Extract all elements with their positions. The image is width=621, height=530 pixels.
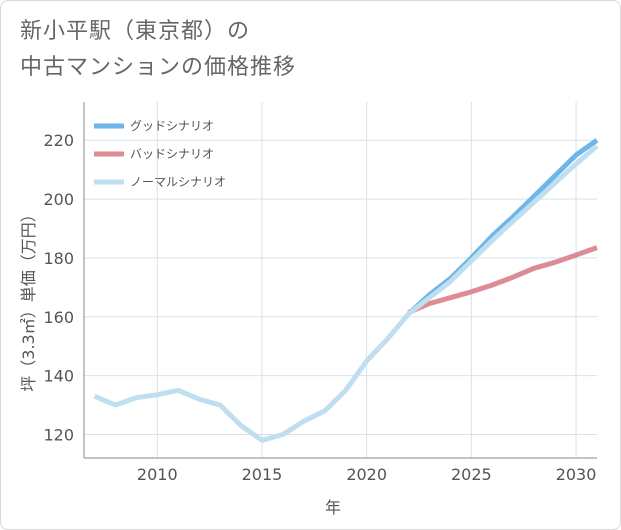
title-line-2: 中古マンションの価格推移 [20, 55, 297, 80]
legend-label-normal: ノーマルシナリオ [130, 175, 226, 189]
y-tick-label: 220 [43, 131, 74, 150]
y-tick-label: 120 [43, 425, 74, 444]
x-tick-label: 2030 [556, 465, 597, 484]
series-line-bad [407, 245, 598, 315]
title-line-1: 新小平駅（東京都）の [20, 19, 251, 44]
x-tick-label: 2025 [451, 465, 492, 484]
chart-title: 新小平駅（東京都）の 中古マンションの価格推移 [20, 14, 296, 86]
x-axis-title: 年 [325, 498, 341, 517]
x-tick-label: 2020 [346, 465, 387, 484]
y-tick-label: 160 [43, 308, 74, 327]
y-tick-label: 180 [43, 249, 74, 268]
x-tick-label: 2010 [137, 465, 178, 484]
series-line-good [406, 138, 599, 316]
series-lines [93, 138, 599, 443]
series-line-normal [93, 144, 599, 443]
tick-labels: 2010 2015 2020 2025 2030 120 140 160 180 200 220 [43, 131, 596, 484]
legend-label-bad: バッドシナリオ [130, 147, 214, 161]
y-tick-label: 140 [43, 367, 74, 386]
axes [83, 102, 597, 459]
y-axis-title: 坪（3.3㎡）単価（万円） [19, 206, 38, 391]
legend-label-good: グッドシナリオ [130, 119, 214, 133]
x-tick-label: 2015 [242, 465, 283, 484]
y-tick-label: 200 [43, 190, 74, 209]
grid-lines [84, 102, 597, 458]
